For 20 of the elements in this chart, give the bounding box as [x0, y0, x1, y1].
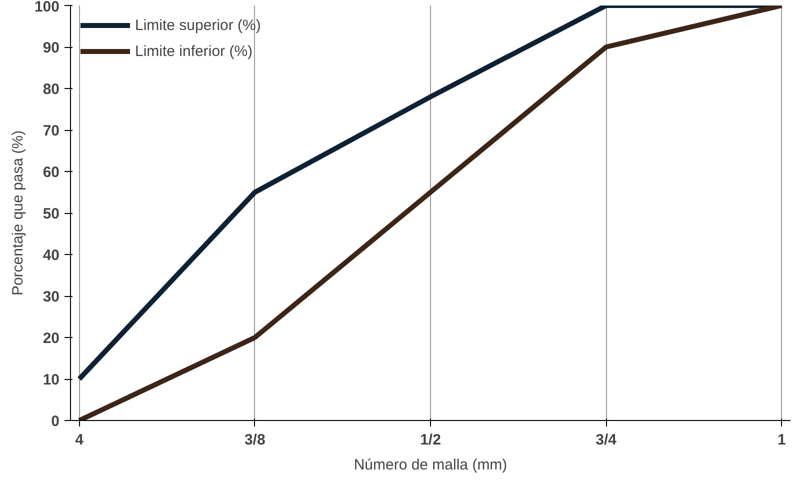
- y-tick-label: 90: [42, 40, 60, 56]
- x-tick-label: 3/4: [596, 432, 618, 448]
- x-tick-label: 3/8: [244, 432, 266, 448]
- y-tick-label: 80: [42, 81, 60, 98]
- y-tick-label: 0: [51, 413, 60, 430]
- x-tick-label: 1: [778, 432, 786, 448]
- y-tick-label: 100: [34, 0, 60, 16]
- y-tick-label: 60: [42, 164, 60, 181]
- y-tick-label: 40: [42, 247, 60, 264]
- y-tick-label: 20: [42, 330, 60, 347]
- y-tick-label: 50: [42, 206, 60, 222]
- x-axis-title: Número de malla (mm): [354, 456, 508, 474]
- y-axis-title: Porcentaje que pasa (%): [9, 130, 26, 296]
- x-tick-label: 4: [75, 432, 84, 448]
- y-tick-label: 70: [42, 122, 60, 140]
- x-tick-label: 1/2: [420, 432, 441, 448]
- y-tick-label: 30: [42, 288, 60, 306]
- legend-label: Limite superior (%): [135, 16, 261, 34]
- y-tick-label: 10: [42, 372, 60, 388]
- legend-label: Limite inferior (%): [135, 42, 253, 60]
